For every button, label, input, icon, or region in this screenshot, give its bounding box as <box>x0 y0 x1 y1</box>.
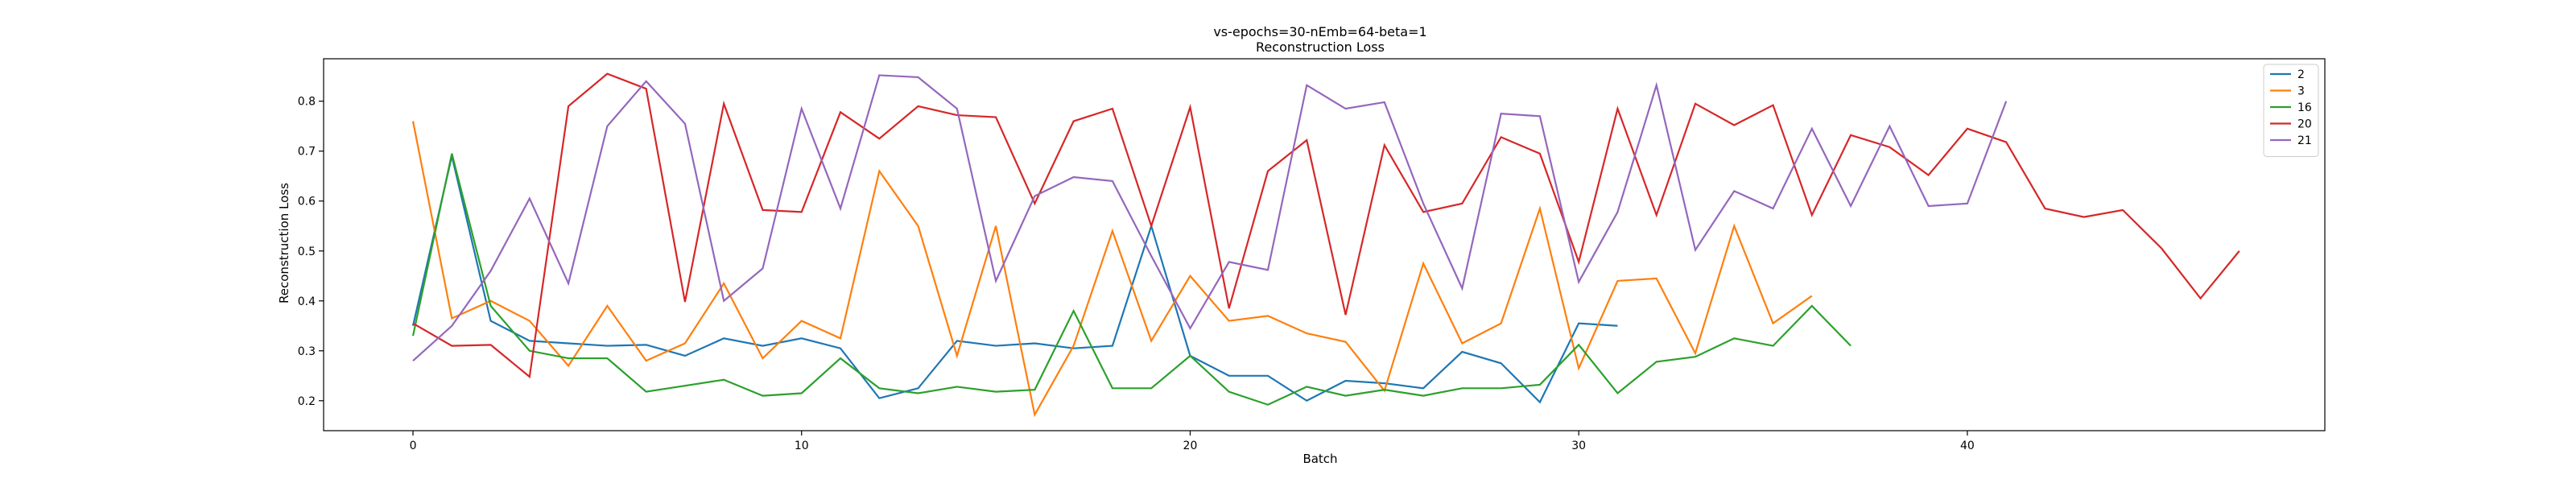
chart-subtitle: Reconstruction Loss <box>1256 39 1385 55</box>
legend: 2 3 16 20 21 <box>2263 64 2319 157</box>
legend-label-20: 20 <box>2297 118 2312 131</box>
series-line-3 <box>411 121 1813 418</box>
series-line-16 <box>411 153 1852 406</box>
series-line-20 <box>412 72 2240 379</box>
x-tick-label: 40 <box>1960 440 1975 452</box>
legend-label-2: 2 <box>2297 68 2305 81</box>
x-tick-label: 10 <box>795 440 809 452</box>
y-tick-label: 0.2 <box>298 395 316 408</box>
chart-title: vs-epochs=30-nEmb=64-beta=1 <box>1213 24 1426 39</box>
y-tick-label: 0.7 <box>298 146 316 159</box>
y-axis-label: Reconstruction Loss <box>277 183 291 303</box>
y-tick-label: 0.4 <box>298 295 316 308</box>
x-tick-label: 30 <box>1571 440 1586 452</box>
x-tick-label: 20 <box>1183 440 1198 452</box>
legend-label-16: 16 <box>2297 101 2312 114</box>
legend-label-3: 3 <box>2297 85 2305 98</box>
legend-label-21: 21 <box>2297 134 2312 147</box>
y-tick-label: 0.3 <box>298 345 316 358</box>
series-line-21 <box>412 74 2008 361</box>
legend-box <box>2263 64 2319 157</box>
y-tick-label: 0.8 <box>298 96 316 109</box>
plot-frame <box>323 58 2326 431</box>
plot-area: 0 10 20 30 40 0.2 0.3 0.4 0.5 0.6 0.7 0.8 <box>298 58 2326 452</box>
x-axis-label: Batch <box>1302 452 1337 466</box>
y-tick-label: 0.5 <box>298 246 316 258</box>
series-line-2 <box>411 155 1618 404</box>
y-tick-label: 0.6 <box>298 196 316 208</box>
x-tick-label: 0 <box>410 440 417 452</box>
